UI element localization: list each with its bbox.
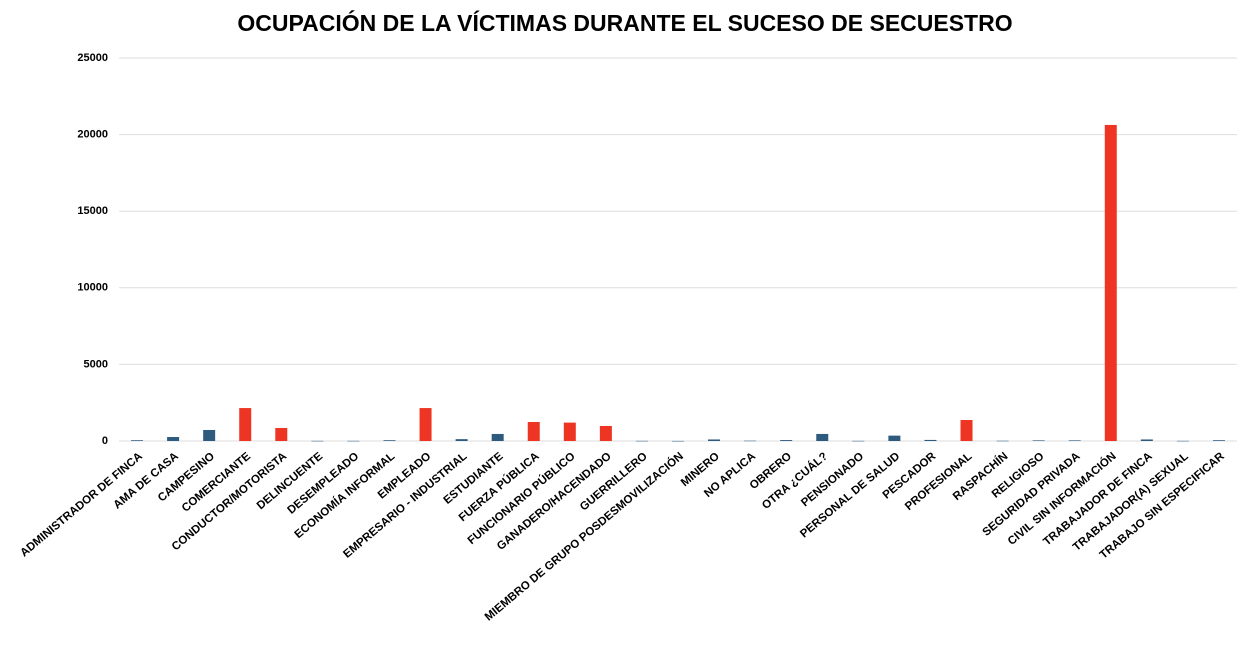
bar xyxy=(419,408,432,441)
bar xyxy=(239,408,252,441)
x-tick-label: PENSIONADO xyxy=(799,450,866,509)
bar xyxy=(1068,440,1081,441)
bar xyxy=(1104,124,1117,442)
bar xyxy=(996,440,1009,442)
bar xyxy=(455,439,468,441)
bar xyxy=(167,437,180,441)
bar xyxy=(635,440,648,442)
bar xyxy=(1032,440,1045,441)
x-tick-label: AMA DE CASA xyxy=(111,450,181,511)
y-tick-label: 5000 xyxy=(84,358,108,370)
bar xyxy=(131,440,144,441)
bar xyxy=(960,420,973,441)
x-tick-label: PROFESIONAL xyxy=(903,450,974,513)
bar xyxy=(672,440,684,442)
bar xyxy=(275,427,288,441)
bar xyxy=(888,435,901,441)
bar xyxy=(311,440,324,442)
bar xyxy=(347,440,360,442)
bar xyxy=(744,440,757,442)
bar xyxy=(1212,440,1225,441)
bar xyxy=(780,440,793,441)
bar xyxy=(708,439,721,441)
bar xyxy=(383,440,396,441)
bar xyxy=(924,439,937,441)
bar xyxy=(852,440,865,442)
bar xyxy=(491,433,504,441)
y-tick-label: 25000 xyxy=(77,52,108,64)
y-tick-label: 20000 xyxy=(77,129,108,141)
bar xyxy=(1176,440,1189,442)
y-tick-label: 10000 xyxy=(77,282,108,294)
chart-title: OCUPACIÓN DE LA VÍCTIMAS DURANTE EL SUCE… xyxy=(237,9,1012,36)
y-tick-label: 0 xyxy=(102,435,108,447)
bar xyxy=(816,433,829,441)
bar xyxy=(599,425,612,441)
bar xyxy=(1140,439,1153,441)
x-tick-label: OTRA ¿CUÁL? xyxy=(759,450,830,512)
bar xyxy=(563,422,576,441)
bar xyxy=(527,422,540,441)
y-tick-label: 15000 xyxy=(77,205,108,217)
bar xyxy=(203,429,216,441)
